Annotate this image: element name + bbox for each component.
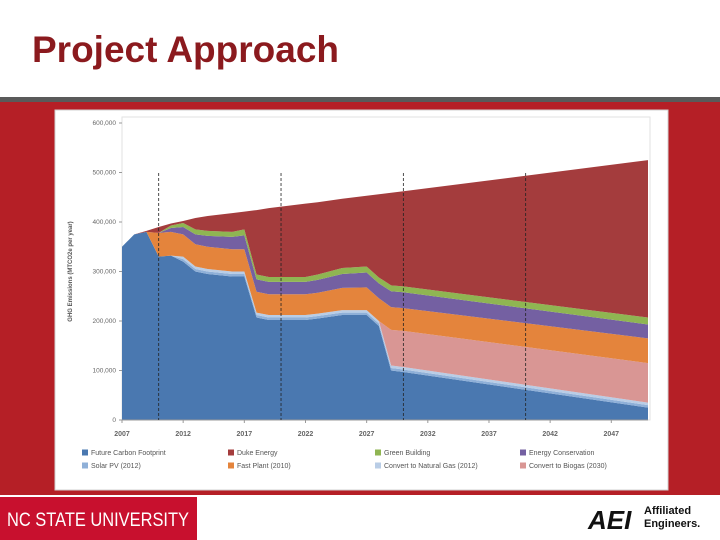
header-rule: [0, 97, 720, 102]
y-tick-label: 0: [112, 417, 116, 424]
legend-label: Fast Plant (2010): [237, 463, 291, 470]
y-tick-label: 100,000: [93, 368, 117, 375]
y-axis-label: GHG Emissions (MTCO2e per year): [68, 221, 74, 321]
legend-swatch: [228, 462, 234, 469]
y-tick-label: 600,000: [93, 120, 117, 127]
legend-label: Energy Conservation: [529, 450, 594, 457]
logo-mark: AEI: [587, 505, 632, 535]
legend-swatch: [228, 449, 234, 456]
x-tick-label: 2032: [420, 431, 436, 438]
area: [122, 231, 648, 420]
legend-label: Future Carbon Footprint: [91, 450, 166, 457]
y-tick-label: 300,000: [93, 269, 117, 276]
header: [0, 0, 720, 98]
x-tick-label: 2042: [542, 431, 558, 438]
x-tick-label: 2037: [481, 431, 497, 438]
area: [122, 226, 648, 339]
x-tick-label: 2012: [175, 431, 191, 438]
legend-swatch: [375, 462, 381, 469]
area: [122, 231, 648, 364]
legend-swatch: [520, 449, 526, 456]
area: [122, 160, 648, 318]
legend-label: Green Building: [384, 450, 430, 457]
legend-swatch: [82, 462, 88, 469]
x-tick-label: 2017: [237, 431, 253, 438]
footer-text: NC STATE UNIVERSITY: [7, 510, 189, 531]
legend-label: Convert to Natural Gas (2012): [384, 463, 478, 470]
legend-label: Solar PV (2012): [91, 463, 141, 470]
legend-swatch: [82, 449, 88, 456]
area: [122, 231, 648, 403]
logo-text: Engineers.: [644, 518, 700, 530]
legend-swatch: [520, 462, 526, 469]
y-tick-label: 500,000: [93, 170, 117, 177]
legend-swatch: [375, 449, 381, 456]
footer-badge: [0, 497, 197, 540]
y-tick-label: 400,000: [93, 219, 117, 226]
legend-label: Convert to Biogas (2030): [529, 463, 607, 470]
x-tick-label: 2027: [359, 431, 375, 438]
x-tick-label: 2047: [604, 431, 620, 438]
x-tick-label: 2022: [298, 431, 314, 438]
area: [122, 222, 648, 325]
logo-text: Affiliated: [644, 505, 691, 517]
legend-label: Duke Energy: [237, 450, 278, 457]
y-tick-label: 200,000: [93, 318, 117, 325]
x-tick-label: 2007: [114, 431, 130, 438]
slide-title: Project Approach: [32, 29, 339, 70]
chart: 0 100,000 200,000 300,000 400,000 500,000 600,…: [68, 116, 651, 470]
